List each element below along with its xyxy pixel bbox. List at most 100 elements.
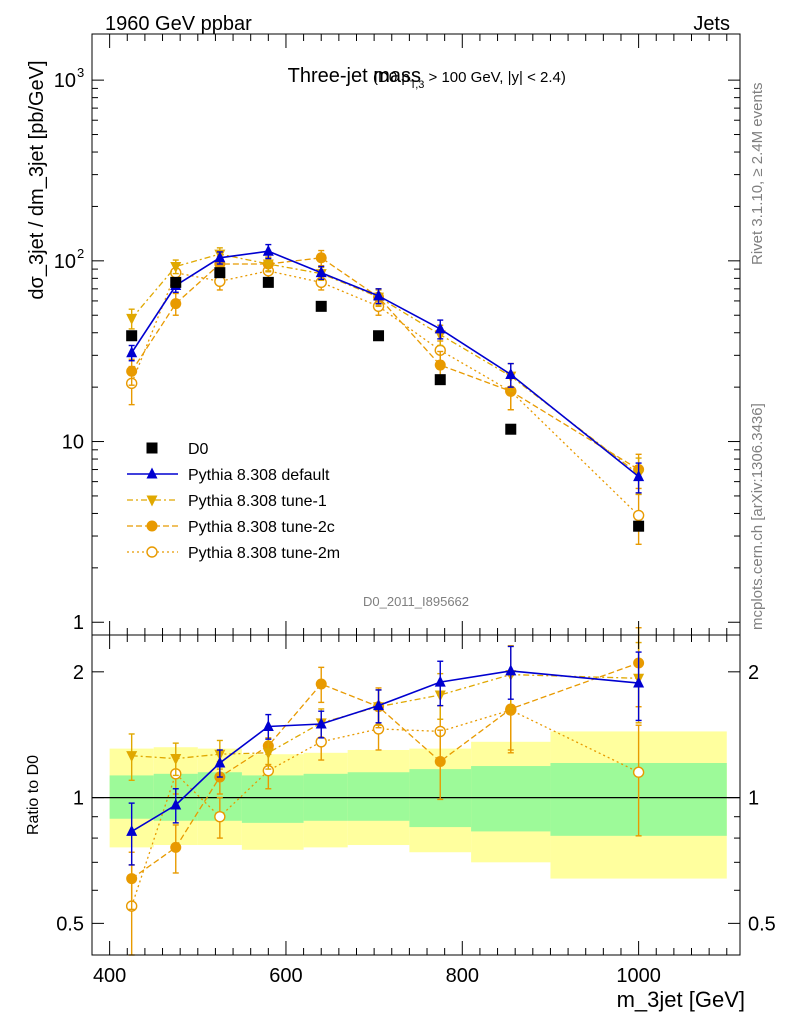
ratio-point xyxy=(315,678,327,690)
ratio-point xyxy=(505,664,517,676)
data-point xyxy=(373,289,385,301)
ratio-y-tick-label-right: 2 xyxy=(748,662,759,684)
ratio-point xyxy=(126,824,138,836)
ratio-point xyxy=(170,754,182,766)
data-point xyxy=(262,244,274,256)
ratio-y-axis-label: Ratio to D0 xyxy=(25,755,42,835)
rivet-version-label: Rivet 3.1.10, ≥ 2.4M events xyxy=(749,83,766,266)
ratio-point xyxy=(262,748,274,760)
y-axis-label: dσ_3jet / dm_3jet [pb/GeV] xyxy=(26,60,48,299)
ratio-y-tick-label: 1 xyxy=(73,788,84,810)
ratio-point xyxy=(262,719,274,731)
ratio-point xyxy=(633,676,645,688)
ratio-point xyxy=(315,717,327,729)
legend-entry: Pythia 8.308 default xyxy=(127,467,330,484)
y-tick-label: 10 xyxy=(54,70,76,92)
data-point xyxy=(434,322,446,334)
legend-label: D0 xyxy=(188,441,209,458)
chart-subtitle-tail: > 100 GeV, |y| < 2.4) xyxy=(424,69,566,86)
y-tick-label: 10 xyxy=(54,251,76,273)
y-tick-label: 1 xyxy=(73,612,84,634)
data-point xyxy=(315,252,327,264)
ratio-point xyxy=(632,766,645,778)
ratio-point xyxy=(214,811,226,823)
ratio-point xyxy=(214,756,226,768)
energy-label: 1960 GeV ppbar xyxy=(105,13,252,35)
x-axis-label: m_3jet [GeV] xyxy=(617,987,745,1012)
legend-marker xyxy=(146,520,158,532)
data-point xyxy=(633,470,645,482)
ratio-line xyxy=(131,662,639,880)
ratio-plot-content xyxy=(92,627,740,956)
data-point xyxy=(505,367,517,379)
legend-label: Pythia 8.308 tune-2m xyxy=(188,545,340,562)
uncertainty-band-inner xyxy=(241,775,304,823)
data-point xyxy=(315,266,327,278)
data-point xyxy=(126,365,138,377)
legend-marker xyxy=(146,467,158,479)
x-tick-label: 600 xyxy=(269,965,302,987)
ratio-point xyxy=(170,798,182,810)
x-tick-label: 1000 xyxy=(616,965,661,987)
data-point xyxy=(262,259,274,271)
data-point xyxy=(434,374,446,386)
chart-subtitle-text: (D0 p xyxy=(373,69,410,86)
x-tick-label: 800 xyxy=(446,965,479,987)
data-point xyxy=(633,520,645,532)
data-point xyxy=(126,313,138,325)
legend-entry: Pythia 8.308 tune-1 xyxy=(127,493,327,510)
main-plot-content xyxy=(125,243,645,545)
legend-marker xyxy=(146,546,158,558)
data-point xyxy=(262,276,274,288)
ratio-point xyxy=(434,675,446,687)
data-point xyxy=(170,298,182,310)
ratio-y-tick-label: 0.5 xyxy=(56,913,84,935)
legend-marker xyxy=(146,442,158,454)
legend-entry: Pythia 8.308 tune-2c xyxy=(127,519,335,536)
data-point xyxy=(170,262,182,274)
uncertainty-band-inner xyxy=(347,772,410,821)
x-tick-label: 400 xyxy=(93,965,126,987)
ratio-y-tick-label-right: 0.5 xyxy=(748,913,776,935)
ratio-y-tick-label-right: 1 xyxy=(748,788,759,810)
legend-label: Pythia 8.308 default xyxy=(188,467,330,484)
legend-label: Pythia 8.308 tune-1 xyxy=(188,493,327,510)
data-point xyxy=(170,276,182,288)
data-point xyxy=(214,251,226,263)
ratio-series-1 xyxy=(126,645,645,866)
data-point xyxy=(214,267,226,279)
ratio-point xyxy=(170,841,182,853)
data-point xyxy=(505,423,517,435)
ratio-point xyxy=(126,751,138,763)
ratio-panel: 0.5 0.5 1 1 2 2 Ratio to D0 xyxy=(25,627,776,956)
y-tick-exponent: 2 xyxy=(77,246,84,261)
legend-label: Pythia 8.308 tune-2c xyxy=(188,519,335,536)
ratio-point xyxy=(434,756,446,768)
series-1 xyxy=(126,267,645,532)
legend-entry: D0 xyxy=(146,441,209,458)
y-tick-exponent: 3 xyxy=(77,65,84,80)
data-point xyxy=(373,330,385,342)
data-point xyxy=(315,300,327,312)
chart-subtitle-index: T,3 xyxy=(410,79,425,91)
data-point xyxy=(126,330,138,342)
source-reference-label: mcplots.cern.ch [arXiv:1306.3436] xyxy=(749,403,766,630)
ratio-plot-frame xyxy=(91,634,741,956)
chart-subtitle: (D0 pT,3 > 100 GeV, |y| < 2.4) xyxy=(373,69,566,91)
legend-marker xyxy=(146,495,158,507)
chart-title: Three-jet mass xyxy=(288,65,421,87)
series-line xyxy=(131,257,639,471)
data-point xyxy=(434,359,446,371)
x-axis: 400 600 800 1000 xyxy=(93,34,728,987)
ratio-y-tick-label: 2 xyxy=(73,662,84,684)
data-point xyxy=(126,346,138,358)
process-label: Jets xyxy=(693,13,730,35)
ratio-y-axis: 0.5 0.5 1 1 2 2 xyxy=(56,662,776,936)
uncertainty-band-inner xyxy=(471,766,551,832)
legend-entry: Pythia 8.308 tune-2m xyxy=(127,545,340,562)
y-tick-label: 10 xyxy=(62,432,84,454)
legend: D0 Pythia 8.308 default Pythia 8.308 tune-… xyxy=(127,441,340,562)
